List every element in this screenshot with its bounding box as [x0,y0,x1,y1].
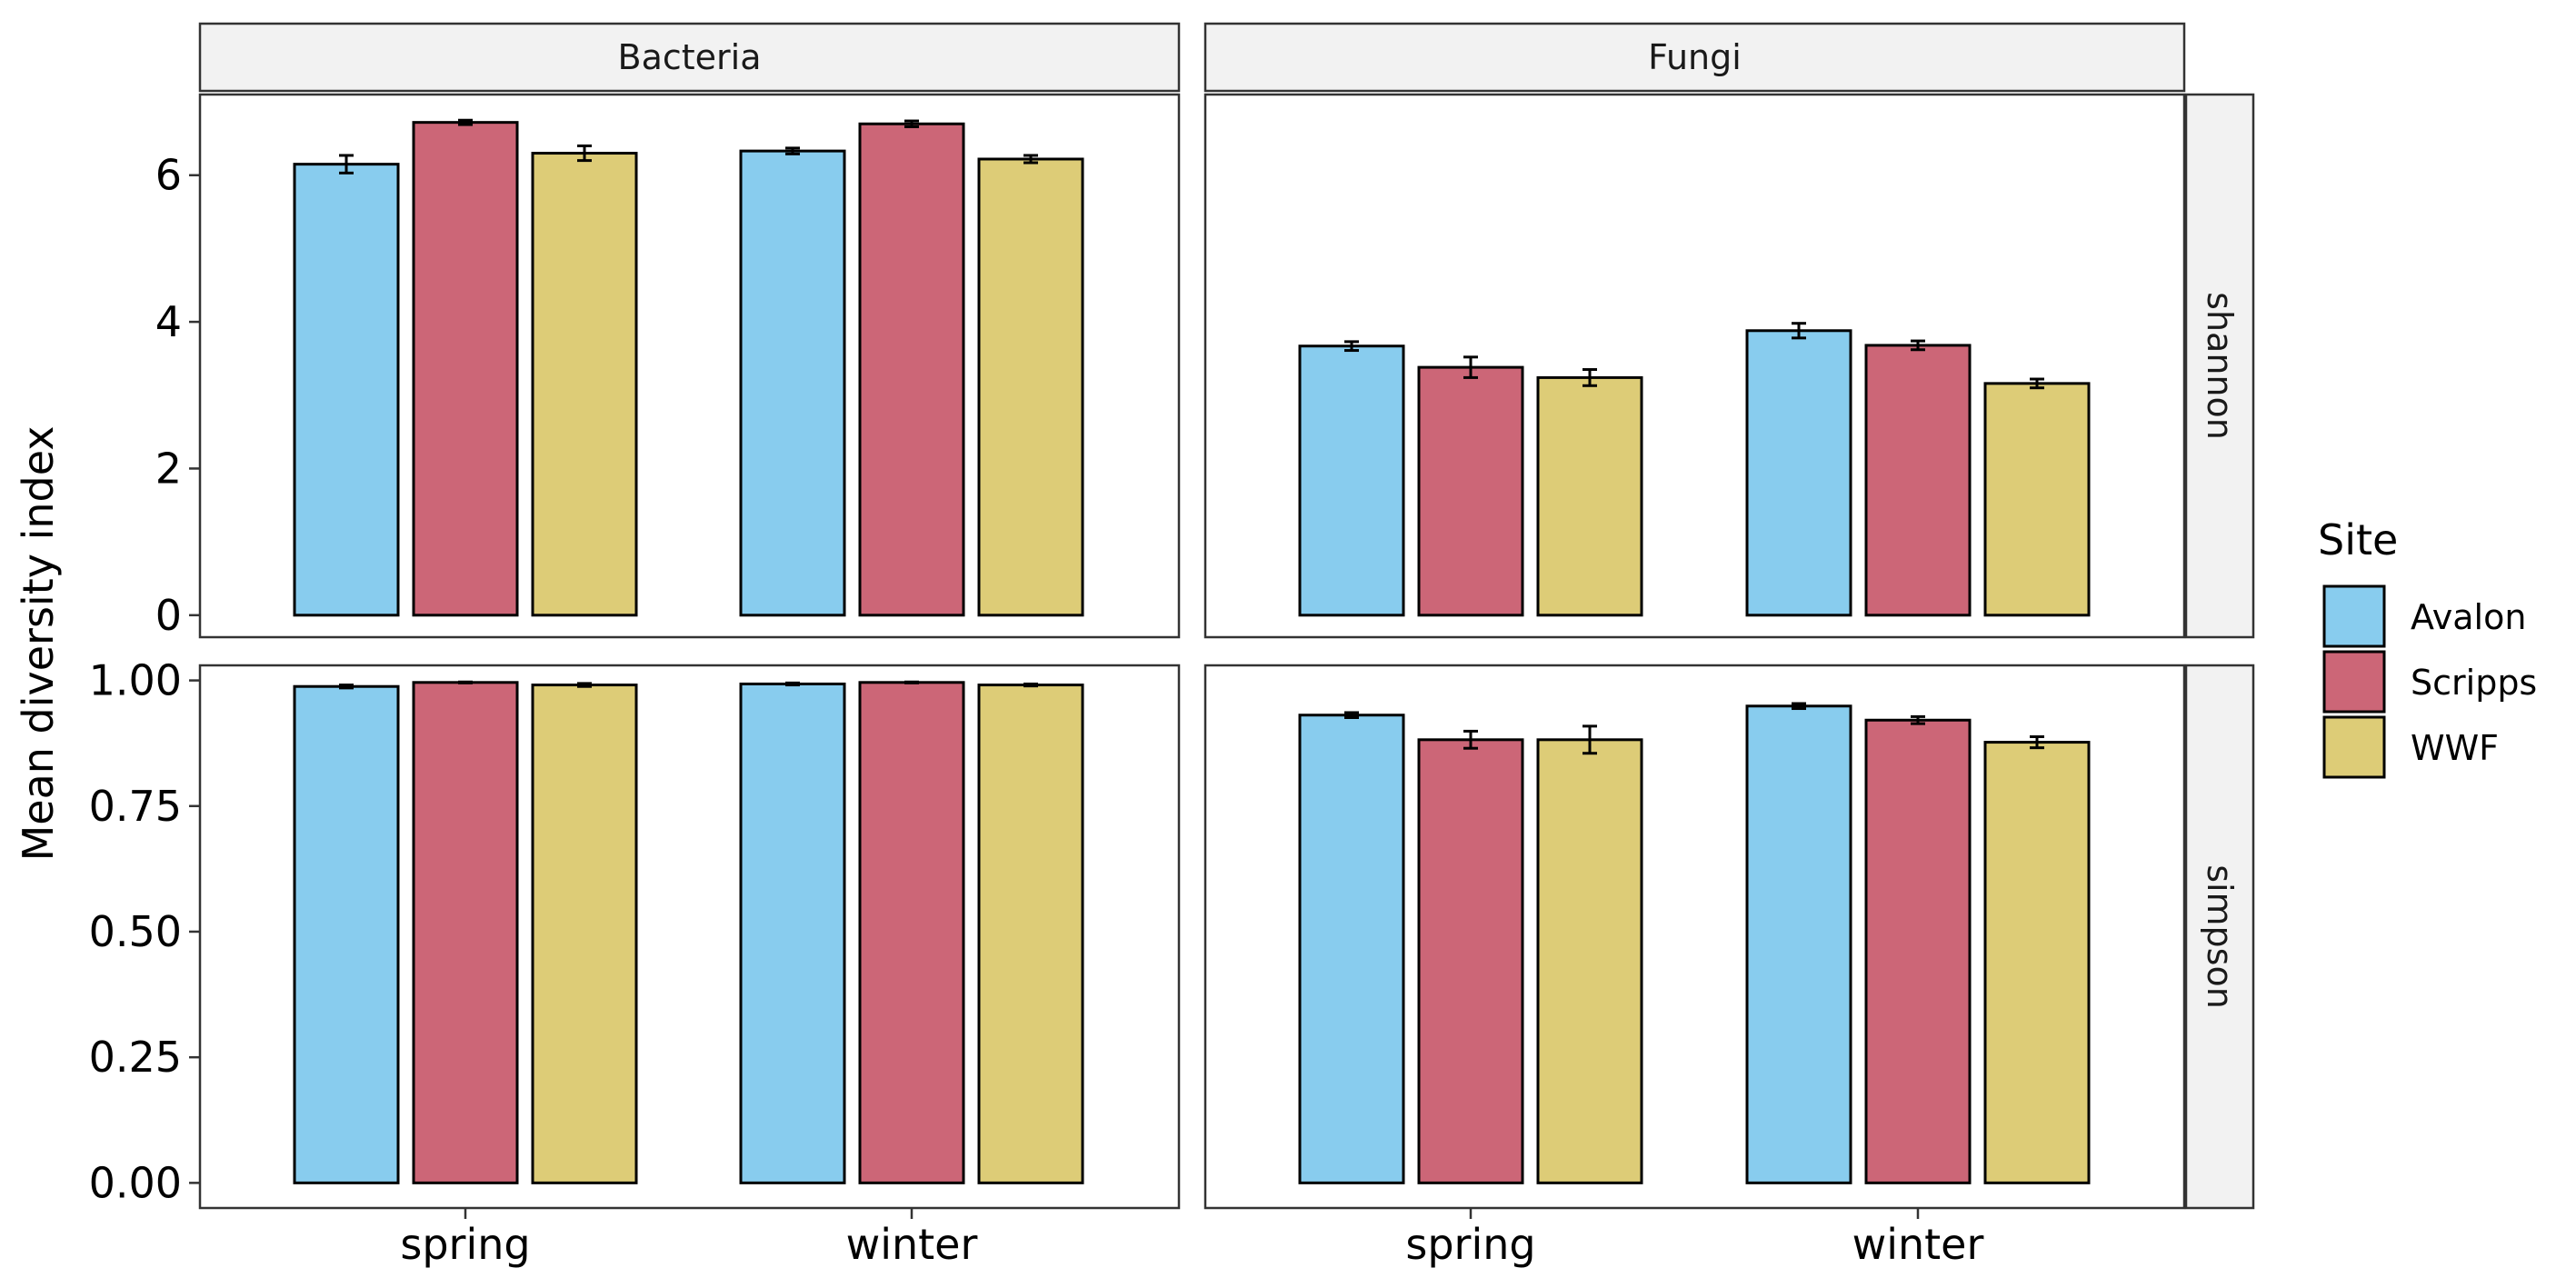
bar-avalon-spring [293,163,400,617]
y-tick-label: 0.50 [89,907,182,956]
legend: Site Avalon Scripps WWF [2318,515,2537,779]
y-tick-label: 6 [155,151,182,200]
legend-title: Site [2318,515,2398,564]
bar-avalon-winter [739,149,846,617]
bar-wwf-spring [531,152,638,617]
y-tick-label: 0.75 [89,782,182,831]
bar-scripps-winter [1864,344,1972,617]
x-tick-label: spring [1405,1220,1535,1269]
bar-wwf-winter [977,157,1084,617]
bar-scripps-winter [858,681,965,1184]
bar-wwf-winter [1983,741,2091,1184]
bar-avalon-spring [1298,344,1405,617]
panel-fungi-simpson [1203,664,2186,1210]
facet-strip-label: simpson [2200,864,2240,1009]
y-axis-title: Mean diversity index [14,426,63,862]
bar-scripps-spring [412,121,519,617]
facet-strip-label: Fungi [1648,37,1742,77]
legend-label: Avalon [2411,597,2526,637]
bar-avalon-spring [1298,714,1405,1184]
bar-wwf-winter [1983,382,2091,617]
y-tick-label: 4 [155,297,182,346]
x-tick-label: spring [400,1220,530,1269]
legend-label: WWF [2411,728,2499,768]
bar-wwf-spring [1536,738,1643,1184]
bar-wwf-spring [531,684,638,1184]
facet-strip-shannon [2184,93,2255,639]
bar-avalon-winter [1745,329,1852,617]
y-tick-label: 1.00 [89,656,182,705]
y-tick-label: 0.25 [89,1033,182,1082]
facet-strip-label: shannon [2200,292,2240,440]
facet-strip-fungi [1203,22,2186,93]
bar-scripps-winter [858,122,965,617]
facet-strip-label: Bacteria [618,37,762,77]
chart-panels: Bacteria Fungi shannon simpson 0 2 4 6 0.00 0.25 0… [89,22,2255,1269]
panel-bacteria-shannon [198,93,1181,639]
y-tick-label: 0 [155,591,182,640]
legend-key-wwf [2322,715,2386,779]
legend-key-scripps [2322,650,2386,714]
facet-strip-bacteria [198,22,1181,93]
bar-wwf-winter [977,684,1084,1184]
panel-fungi-shannon [1203,93,2186,639]
x-tick-label: winter [846,1220,978,1269]
bar-scripps-spring [1417,738,1524,1184]
bar-avalon-spring [293,684,400,1184]
facet-strip-simpson [2184,664,2255,1210]
bar-scripps-winter [1864,718,1972,1184]
panel-bacteria-simpson [198,664,1181,1210]
legend-label: Scripps [2411,663,2537,703]
x-tick-label: winter [1852,1220,1984,1269]
bar-avalon-winter [739,682,846,1184]
bar-scripps-spring [412,681,519,1184]
legend-key-avalon [2322,584,2386,648]
bar-scripps-spring [1417,365,1524,617]
bar-avalon-winter [1745,704,1852,1184]
bar-wwf-spring [1536,375,1643,617]
y-tick-label: 2 [155,444,182,493]
y-tick-label: 0.00 [89,1158,182,1207]
